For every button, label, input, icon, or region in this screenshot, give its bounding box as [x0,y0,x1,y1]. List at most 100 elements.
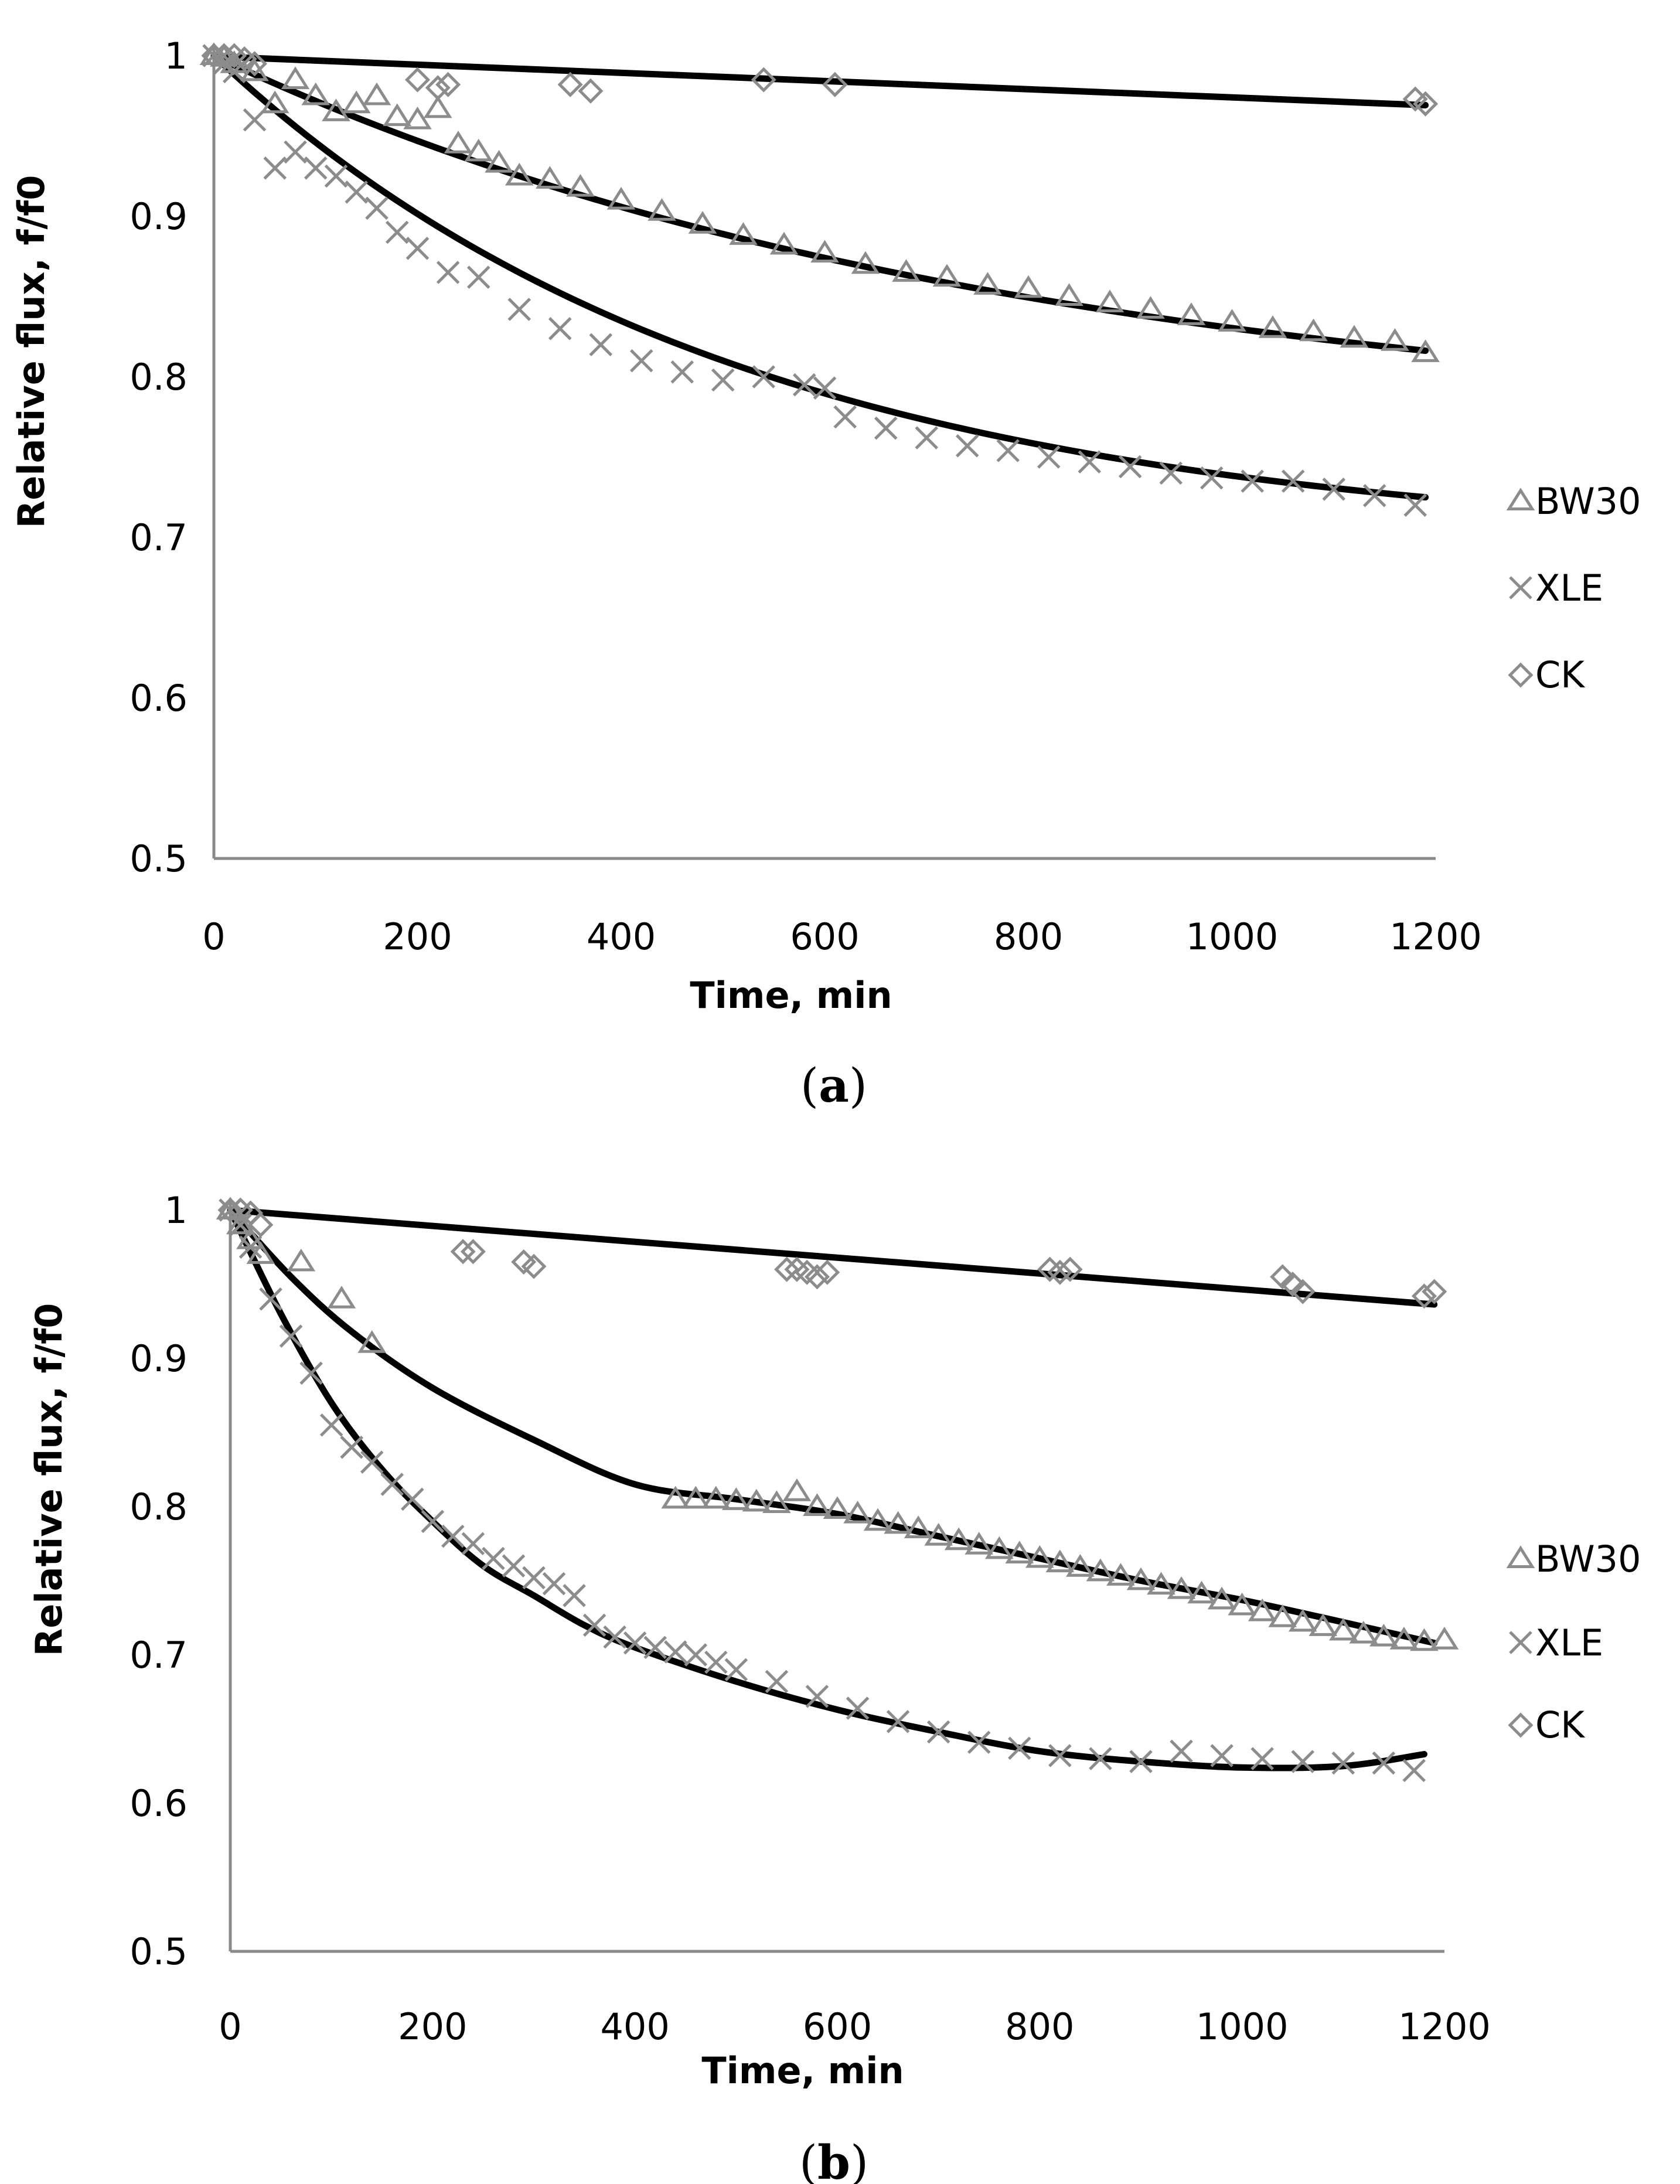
legend-marker-xle [1509,576,1532,599]
data-point-bw30 [342,90,371,114]
data-point-bw30 [932,264,962,287]
fit-line-ck [227,1207,1438,1308]
data-point-xle [1250,1747,1274,1770]
panel-letter-a: a [819,1058,849,1113]
data-point-xle [238,1235,263,1259]
data-point-xle [926,1720,950,1744]
data-point-xle [582,1613,606,1637]
data-point-xle [1078,450,1102,473]
data-point-xle [1331,1751,1355,1775]
fit-line-xle [210,52,1429,501]
x-tick-label: 1200 [1389,915,1482,958]
y-tick-label: 0.9 [130,1337,188,1380]
data-point-xle [833,405,857,429]
data-point-xle [345,180,369,204]
data-point-xle [1118,455,1142,479]
x-tick-label: 600 [790,915,859,958]
data-point-ck [1057,1256,1083,1282]
y-tick-label: 0.7 [130,516,188,559]
x-tick-label: 1200 [1398,2005,1491,2048]
data-point-xle [643,1636,667,1660]
data-point-xle [589,333,613,356]
legend-label-bw30: BW30 [1535,480,1641,523]
legend-marker-ck-glyph [1508,1712,1534,1738]
y-tick-label: 0.6 [130,1782,188,1825]
data-point-xle [304,156,328,180]
data-point-xle [629,349,653,373]
data-point-bw30 [984,1536,1014,1559]
panel-label-a: (a) [800,1058,867,1113]
data-point-bw30 [1167,1576,1196,1599]
data-point-xle [436,261,460,284]
data-point-bw30 [1258,315,1287,338]
data-point-xle [441,1524,465,1548]
fit-line-ck [210,53,1429,109]
data-point-bw30 [1389,1627,1419,1650]
data-point-bw30 [884,1511,912,1534]
fit-line-xle [227,1207,1427,1771]
data-point-xle [319,1413,343,1437]
data-point-xle [765,1669,789,1694]
data-point-bw30 [260,90,289,114]
data-point-ck [521,1253,547,1279]
data-point-xle [724,1658,748,1682]
data-point-xle [1199,466,1224,490]
data-point-bw30 [1136,296,1165,319]
data-point-xle [380,1473,404,1496]
data-point-xle [704,1650,728,1674]
legend-marker-xle-glyph [1509,1631,1532,1654]
data-point-ck [435,71,461,97]
data-point-ck [1422,1279,1447,1304]
data-point-ck [557,71,583,97]
y-axis-title: Relative flux, f/f0 [28,1303,70,1657]
axes-a [212,44,1436,860]
legend-label-ck: CK [1535,653,1585,696]
data-point-ck [1411,1283,1437,1309]
x-tick-label: 0 [219,2005,241,2048]
data-point-xle [401,1487,424,1511]
data-point-xle [461,1532,485,1556]
data-point-bw30 [1147,1572,1175,1595]
legend-marker-ck [1508,1712,1534,1738]
data-point-bw30 [403,106,432,130]
legend-marker-xle [1509,1631,1532,1654]
data-point-bw30 [1268,1604,1297,1627]
data-point-xle [259,1287,282,1311]
data-point-xle [466,265,490,289]
data-point-bw30 [944,1527,973,1551]
legend-marker-bw30 [1506,1545,1535,1568]
data-point-xle [874,416,898,440]
data-point-xle [385,220,409,244]
data-point-xle [1362,483,1386,507]
data-point-ck [774,1256,800,1282]
y-tick-label: 0.6 [130,677,188,720]
y-axis-title: Relative flux, f/f0 [10,175,53,529]
data-point-bw30 [505,162,534,186]
x-tick-label: 400 [600,2005,669,2048]
data-point-xle [1322,478,1346,501]
data-point-xle [1403,493,1427,517]
data-point-ck [1413,91,1439,117]
data-point-xle [1159,461,1183,485]
chart-panel-a: 0 200 400 600 800 1000 1200 0.5 0.6 0.7 0.8 0.9 1 Ti… [10,35,1641,1113]
legend-marker-xle-glyph [1509,576,1532,599]
x-tick-label: 800 [994,915,1063,958]
data-point-ck [211,43,237,69]
data-point-ck [578,78,604,104]
data-point-bw30 [1045,1549,1075,1573]
data-point-xle [1291,1750,1315,1773]
y-tick-label: 1 [165,1189,188,1232]
data-point-bw30 [843,1500,872,1524]
data-point-bw30 [688,211,717,234]
data-point-bw30 [863,1508,892,1531]
data-point-xle [623,1631,647,1655]
data-point-xle [1170,1739,1193,1763]
data-point-bw30 [1381,328,1409,351]
data-point-ck [450,1239,476,1265]
x-tick-label: 800 [1005,2005,1074,2048]
panel-label-b: (b) [799,2135,868,2184]
data-point-bw30 [1308,1613,1338,1636]
x-axis-title: Time, min [690,974,892,1017]
data-point-xle [1402,1759,1426,1783]
data-point-ck [460,1239,486,1265]
